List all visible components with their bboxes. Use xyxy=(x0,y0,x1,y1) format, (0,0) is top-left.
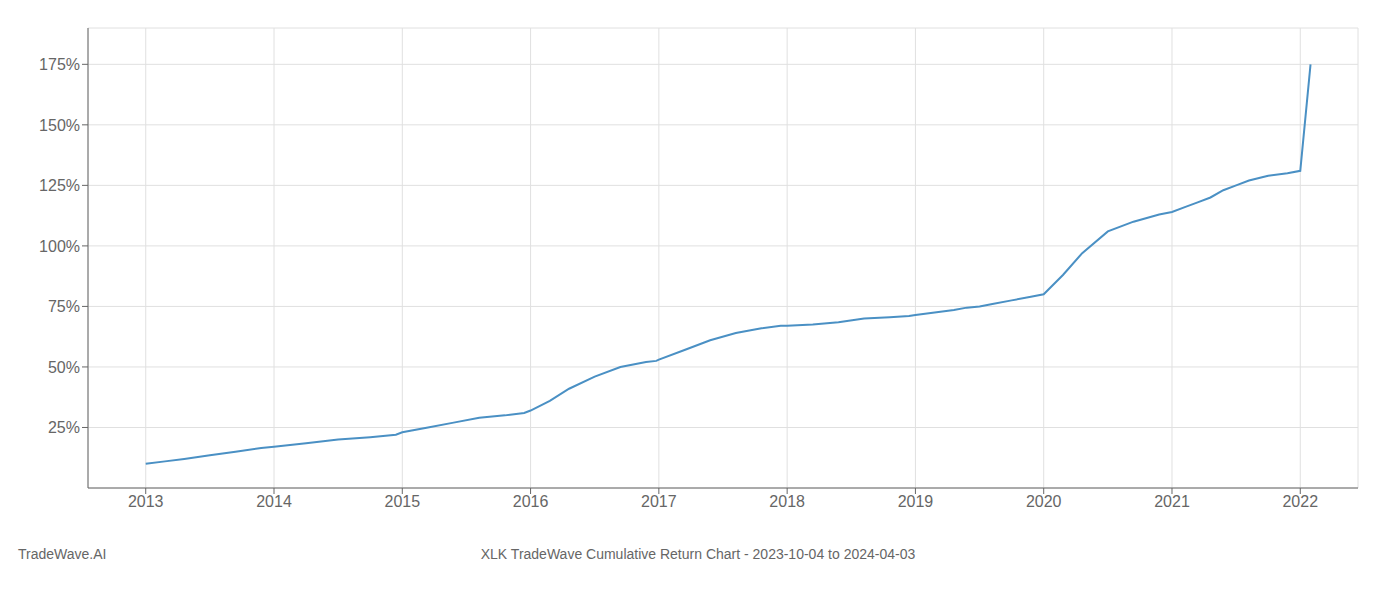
svg-text:2021: 2021 xyxy=(1154,493,1190,510)
svg-text:2013: 2013 xyxy=(128,493,164,510)
svg-text:2016: 2016 xyxy=(513,493,549,510)
svg-text:175%: 175% xyxy=(39,56,80,73)
svg-text:50%: 50% xyxy=(48,359,80,376)
svg-text:2022: 2022 xyxy=(1282,493,1318,510)
svg-text:2014: 2014 xyxy=(256,493,292,510)
html-text:XLK TradeWave Cumulative Retur: XLK TradeWave Cumulative Return Chart - … xyxy=(480,546,916,562)
svg-text:2020: 2020 xyxy=(1026,493,1062,510)
svg-text:100%: 100% xyxy=(39,238,80,255)
svg-text:2015: 2015 xyxy=(384,493,420,510)
svg-text:25%: 25% xyxy=(48,419,80,436)
html-text:TradeWave.AI: TradeWave.AI xyxy=(18,546,107,562)
svg-text:2019: 2019 xyxy=(898,493,934,510)
svg-text:2018: 2018 xyxy=(769,493,805,510)
svg-text:75%: 75% xyxy=(48,298,80,315)
svg-text:125%: 125% xyxy=(39,177,80,194)
svg-text:2017: 2017 xyxy=(641,493,677,510)
svg-text:150%: 150% xyxy=(39,117,80,134)
